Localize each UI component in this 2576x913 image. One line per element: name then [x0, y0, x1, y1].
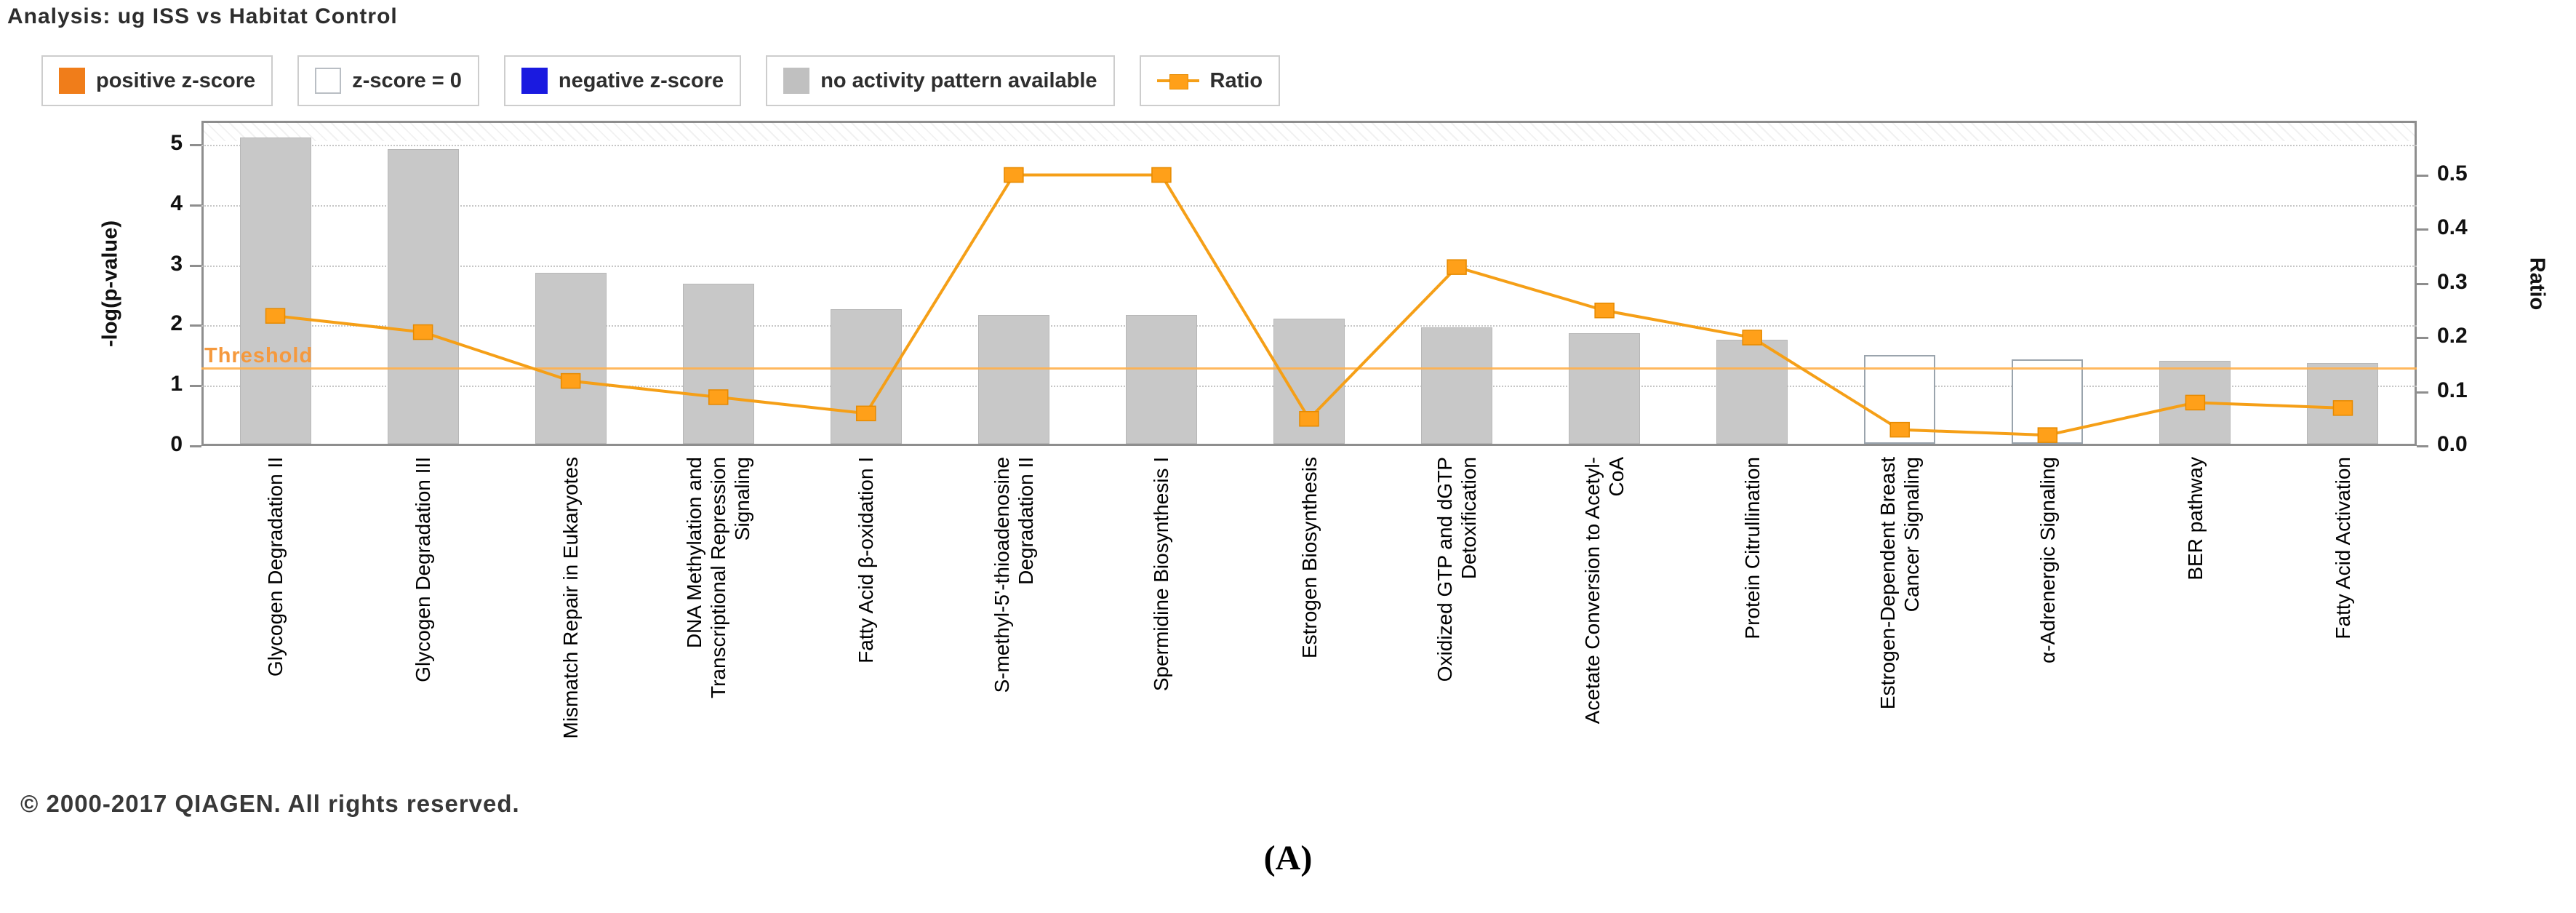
right-axis-title: Ratio: [2525, 257, 2549, 311]
category-label: Glycogen Degradation III: [412, 457, 435, 682]
bar: [239, 137, 311, 444]
ratio-marker: [2185, 394, 2206, 411]
legend-item: positive z-score: [41, 55, 273, 106]
category-label: Acetate Conversion to Acetyl- CoA: [1581, 457, 1628, 725]
ratio-marker: [560, 372, 581, 389]
right-tick-mark: [2417, 228, 2428, 231]
copyright: © 2000-2017 QIAGEN. All rights reserved.: [20, 790, 520, 817]
right-tick-label: 0.5: [2437, 161, 2468, 186]
category-label: α-Adrenergic Signaling: [2036, 457, 2059, 663]
legend-item-label: no activity pattern available: [820, 68, 1097, 92]
ratio-marker: [265, 308, 286, 324]
ratio-marker: [1151, 167, 1172, 183]
right-tick-label: 0.2: [2437, 324, 2468, 348]
right-tick-mark: [2417, 337, 2428, 339]
threshold-label: Threshold: [204, 344, 313, 368]
gridline: [201, 265, 2417, 267]
category-label: Spermidine Biosynthesis I: [1150, 457, 1173, 692]
legend-item: negative z-score: [503, 55, 742, 106]
bar: [387, 148, 459, 444]
bar: [1716, 340, 1788, 444]
category-label: Fatty Acid β-oxidation I: [855, 457, 878, 663]
category-label: Glycogen Degradation II: [264, 457, 287, 677]
left-tick-mark: [190, 144, 201, 147]
right-tick-label: 0.1: [2437, 378, 2468, 402]
left-axis-title: -log(p-value): [98, 220, 122, 347]
right-tick-mark: [2417, 282, 2428, 285]
ratio-marker: [1004, 167, 1024, 183]
ratio-marker: [708, 389, 729, 405]
legend-swatch-icon: [315, 68, 342, 94]
right-tick-label: 0.4: [2437, 215, 2468, 239]
legend-item-label: positive z-score: [96, 68, 256, 92]
legend-item: Ratio: [1139, 55, 1281, 106]
left-tick-label: 5: [170, 131, 183, 156]
ratio-marker: [856, 405, 876, 422]
left-tick-label: 2: [170, 311, 183, 336]
category-label: Estrogen Biosynthesis: [1297, 457, 1321, 659]
ratio-line: [275, 173, 2343, 437]
left-tick-mark: [190, 264, 201, 267]
legend-swatch-icon: [783, 68, 810, 94]
left-tick-mark: [190, 445, 201, 447]
page-title: Analysis: ug ISS vs Habitat Control: [7, 4, 398, 28]
category-label: DNA Methylation and Transcriptional Repre…: [683, 457, 754, 698]
ratio-marker: [1447, 259, 1467, 275]
legend-ratio-line-icon: [1156, 68, 1199, 94]
category-label: Oxidized GTP and dGTP Detoxification: [1433, 457, 1481, 682]
ratio-marker: [1742, 330, 1762, 346]
ratio-line-layer: [265, 167, 2353, 443]
bar: [1421, 327, 1493, 444]
gridline: [201, 204, 2417, 207]
category-label: Protein Citrullination: [1740, 457, 1764, 639]
category-label: S-methyl-5'-thioadenosine Degradation II: [990, 457, 1037, 693]
ratio-marker: [1299, 411, 1319, 427]
ratio-marker: [2332, 400, 2353, 416]
right-tick-mark: [2417, 174, 2428, 177]
legend-item: z-score = 0: [297, 55, 479, 106]
left-tick-mark: [190, 324, 201, 327]
left-tick-label: 4: [170, 191, 183, 215]
right-tick-label: 0.3: [2437, 269, 2468, 294]
threshold-line: [201, 367, 2417, 370]
category-label: BER pathway: [2183, 457, 2207, 581]
figure-caption: (A): [1263, 839, 1313, 877]
legend-item: no activity pattern available: [766, 55, 1115, 106]
ratio-marker: [2037, 427, 2058, 443]
bar: [977, 314, 1049, 444]
right-tick-mark: [2417, 391, 2428, 394]
category-label: Estrogen-Dependent Breast Cancer Signalin…: [1876, 457, 1924, 710]
left-tick-mark: [190, 204, 201, 207]
plot-top-hatch: [201, 121, 2417, 141]
ratio-marker: [1889, 421, 1911, 438]
left-tick-label: 0: [170, 432, 183, 456]
bar: [535, 273, 607, 444]
bar: [1569, 333, 1641, 444]
legend-item-label: negative z-score: [558, 68, 724, 92]
left-tick-label: 1: [170, 372, 183, 396]
left-tick-label: 3: [170, 251, 183, 276]
legend-swatch-icon: [59, 68, 85, 94]
ratio-marker: [412, 324, 433, 340]
legend-item-label: z-score = 0: [352, 68, 462, 92]
bar: [682, 284, 754, 444]
gridline: [201, 145, 2417, 147]
left-tick-mark: [190, 385, 201, 388]
ratio-marker: [1594, 303, 1615, 319]
bar: [1125, 314, 1197, 444]
right-tick-label: 0.0: [2437, 432, 2468, 456]
legend-item-label: Ratio: [1209, 68, 1263, 92]
legend: positive z-score z-score = 0 negative z-sc…: [41, 55, 1281, 106]
category-label: Fatty Acid Activation: [2331, 457, 2354, 639]
category-label: Mismatch Repair in Eukaryotes: [559, 457, 583, 739]
right-tick-mark: [2417, 445, 2428, 447]
legend-swatch-icon: [521, 68, 548, 94]
